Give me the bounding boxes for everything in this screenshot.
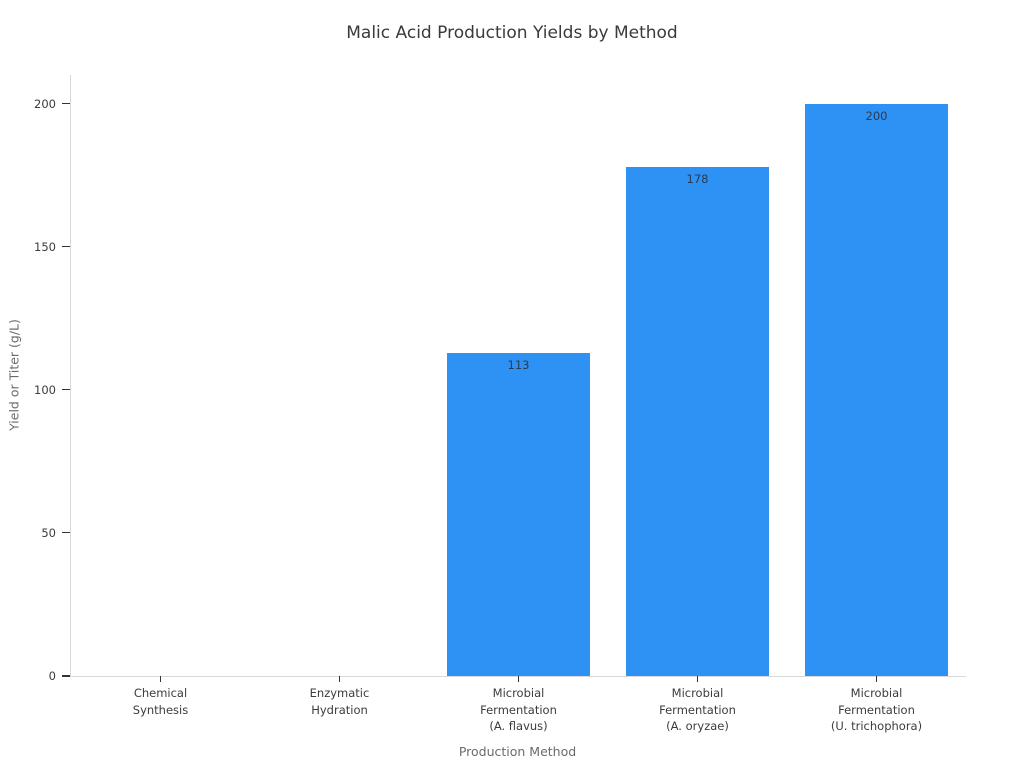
- x-category-label: Enzymatic Hydration: [309, 686, 370, 717]
- y-tick-mark: [62, 103, 70, 105]
- y-tick-mark: [62, 532, 70, 534]
- x-tick-mark: [875, 676, 878, 682]
- x-category-label: Chemical Synthesis: [132, 686, 189, 717]
- y-tick-mark: [62, 389, 70, 391]
- bar: [446, 352, 591, 676]
- plot-area: 0 50 100 150 200 Chemical Synthesis Enzymatic …: [34, 75, 966, 733]
- bar: [625, 166, 770, 676]
- y-tick-label: 50: [41, 525, 56, 540]
- x-tick-mark: [338, 676, 341, 682]
- x-tick-mark: [159, 676, 162, 682]
- y-tick-label: 0: [48, 669, 56, 683]
- bar-value-label: 113: [507, 357, 530, 372]
- x-axis-title: Production Method: [458, 744, 577, 759]
- y-tick-label: 200: [34, 96, 56, 111]
- bar: [804, 103, 949, 676]
- bar-value-label: 178: [686, 171, 709, 186]
- y-tick-label: 150: [34, 239, 56, 254]
- x-tick-mark: [517, 676, 520, 682]
- y-tick-label: 100: [34, 382, 56, 397]
- x-category-label: Microbial Fermentation (U. trichophora): [830, 686, 923, 733]
- chart-title: Malic Acid Production Yields by Method: [346, 23, 678, 43]
- y-tick-mark: [62, 246, 70, 248]
- x-tick-mark: [696, 676, 699, 682]
- y-tick-mark: [62, 675, 70, 677]
- x-category-label: Microbial Fermentation (A. flavus): [480, 686, 557, 733]
- y-axis-title: Yield or Titer (g/L): [6, 319, 22, 431]
- bar-value-label: 200: [865, 108, 888, 123]
- x-category-label: Microbial Fermentation (A. oryzae): [659, 686, 736, 733]
